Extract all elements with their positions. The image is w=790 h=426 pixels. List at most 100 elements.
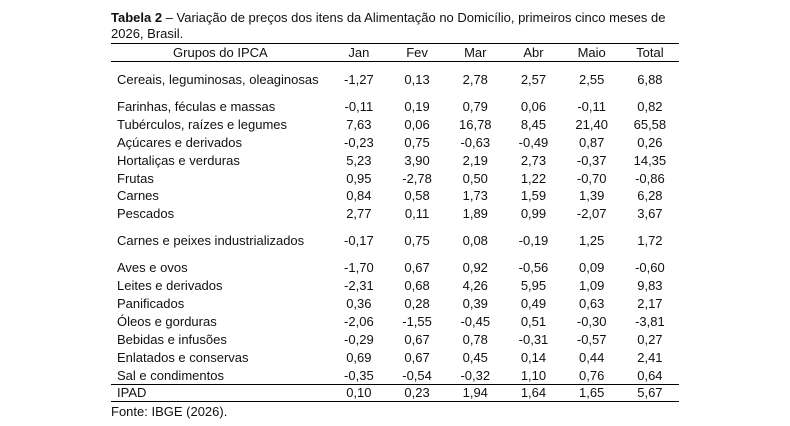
value-cell: 0,75: [404, 233, 430, 249]
value-cell: -1,55: [402, 313, 432, 329]
value-cell: 0,36: [346, 295, 372, 311]
value-cell: 2,78: [462, 72, 488, 87]
value-cell: 7,63: [346, 116, 372, 132]
value-cell: 0,67: [404, 349, 430, 365]
value-cell: 0,84: [346, 188, 372, 204]
total-row: IPAD 0,10 0,23 1,94 1,64 1,65 5,67: [111, 384, 679, 403]
value-cell: -0,54: [402, 367, 432, 383]
header-jan: Jan: [329, 43, 388, 62]
value-cell: 0,14: [520, 349, 547, 365]
value-cell: 0,09: [579, 260, 605, 276]
value-cell: 0,82: [637, 98, 663, 114]
value-cell: 1,65: [562, 384, 621, 403]
value-cell: 8,45: [520, 116, 547, 132]
value-cell: 0,27: [637, 331, 663, 347]
value-cell: 14,35: [633, 152, 667, 168]
group-cell: Pescados: [117, 206, 175, 222]
table-row: Pescados 2,77 0,11 1,89 0,99 -2,07 3,67: [111, 205, 679, 223]
value-cell: 2,19: [462, 152, 488, 168]
table-row: Carnes e peixes industrializados -0,17 0,7…: [111, 223, 679, 259]
value-cell: 1,73: [462, 188, 488, 204]
value-cell: 0,67: [404, 331, 430, 347]
value-cell: -1,27: [344, 72, 374, 87]
value-cell: -2,78: [402, 170, 432, 186]
header-fev: Fev: [387, 43, 447, 62]
value-cell: 1,59: [520, 188, 547, 204]
group-cell: Aves e ovos: [117, 260, 188, 276]
value-cell: -0,31: [518, 331, 549, 347]
group-cell: Panificados: [117, 295, 185, 311]
value-cell: -0,32: [460, 367, 491, 383]
header-maio: Maio: [562, 43, 621, 62]
value-cell: 0,64: [637, 367, 663, 383]
value-cell: -0,37: [576, 152, 607, 168]
value-cell: 0,39: [462, 295, 488, 311]
value-cell: 0,26: [637, 134, 663, 150]
value-cell: 21,40: [575, 116, 608, 132]
value-cell: -0,17: [344, 233, 374, 249]
table-row: Aves e ovos -1,70 0,67 0,92 -0,56 0,09 -0,60: [111, 259, 679, 277]
value-cell: -0,56: [518, 260, 549, 276]
value-cell: -0,35: [344, 367, 374, 383]
value-cell: -0,23: [344, 134, 374, 150]
value-cell: 65,58: [633, 116, 667, 132]
table-row: Açúcares e derivados -0,23 0,75 -0,63 -0,49 0…: [111, 134, 679, 152]
table-body: Cereais, leguminosas, oleaginosas -1,27 0,…: [111, 62, 679, 403]
value-cell: 5,95: [520, 278, 547, 294]
group-cell: Leites e derivados: [117, 278, 223, 294]
group-cell: Tubérculos, raízes e legumes: [117, 116, 288, 132]
value-cell: -2,06: [344, 313, 374, 329]
value-cell: 1,64: [504, 384, 563, 403]
value-cell: 2,57: [520, 72, 547, 87]
value-cell: -0,70: [576, 170, 607, 186]
value-cell: 1,89: [462, 206, 488, 222]
value-cell: 1,22: [520, 170, 547, 186]
group-cell: Óleos e gorduras: [117, 313, 217, 329]
header-total: Total: [620, 43, 679, 62]
table-row: Cereais, leguminosas, oleaginosas -1,27 0,…: [111, 62, 679, 99]
value-cell: 2,73: [520, 152, 547, 168]
value-cell: 0,95: [346, 170, 372, 186]
value-cell: 5,23: [346, 152, 372, 168]
caption-text: – Variação de preços dos itens da Alimen…: [111, 10, 666, 41]
value-cell: 0,08: [462, 233, 488, 249]
value-cell: 0,67: [404, 260, 430, 276]
value-cell: 0,10: [329, 384, 388, 403]
table-row: Carnes 0,84 0,58 1,73 1,59 1,39 6,28: [111, 187, 679, 205]
value-cell: -2,31: [344, 278, 374, 294]
table-container: Tabela 2 – Variação de preços dos itens …: [111, 10, 679, 419]
value-cell: 6,28: [637, 188, 663, 204]
header-mar: Mar: [446, 43, 505, 62]
table-caption: Tabela 2 – Variação de preços dos itens …: [111, 10, 679, 42]
value-cell: 0,68: [404, 278, 430, 294]
value-cell: -0,30: [576, 313, 607, 329]
group-cell: Açúcares e derivados: [117, 134, 243, 150]
group-cell: Carnes e peixes industrializados: [117, 233, 305, 249]
value-cell: 0,11: [404, 206, 430, 222]
group-cell: Enlatados e conservas: [117, 349, 249, 365]
value-cell: -0,49: [518, 134, 549, 150]
table-row: Farinhas, féculas e massas -0,11 0,19 0,79 0…: [111, 98, 679, 116]
value-cell: 0,63: [579, 295, 605, 311]
value-cell: 0,87: [579, 134, 605, 150]
value-cell: 2,77: [346, 206, 372, 222]
value-cell: 6,88: [637, 72, 663, 87]
value-cell: 0,13: [404, 72, 430, 87]
value-cell: -0,11: [344, 98, 374, 114]
value-cell: 0,99: [520, 206, 547, 222]
value-cell: 5,67: [620, 384, 679, 403]
value-cell: 0,28: [404, 295, 430, 311]
value-cell: 0,79: [462, 98, 488, 114]
value-cell: 9,83: [637, 278, 663, 294]
value-cell: 0,92: [462, 260, 488, 276]
value-cell: -0,11: [577, 98, 607, 114]
header-abr: Abr: [504, 43, 563, 62]
group-cell: Carnes: [117, 188, 159, 204]
price-table: Grupos do IPCA Jan Fev Mar Abr Maio Tota…: [111, 43, 679, 403]
value-cell: 0,75: [404, 134, 430, 150]
table-row: Panificados 0,36 0,28 0,39 0,49 0,63 2,17: [111, 295, 679, 313]
value-cell: 2,41: [637, 349, 663, 365]
value-cell: 1,25: [579, 233, 605, 249]
value-cell: 1,94: [446, 384, 505, 403]
group-cell: Sal e condimentos: [117, 367, 224, 383]
